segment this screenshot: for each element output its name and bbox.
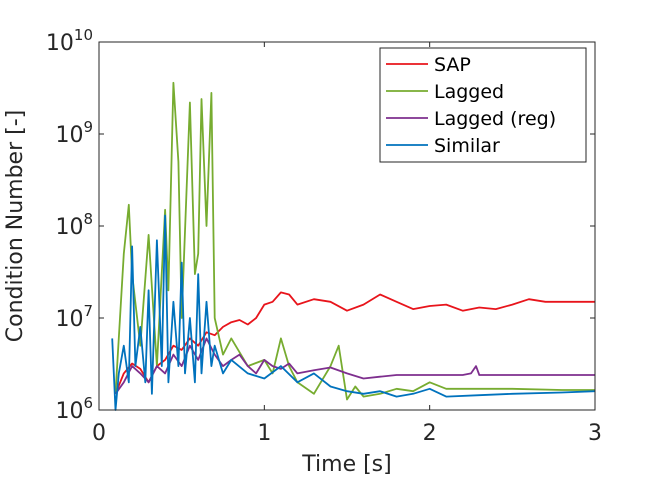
x-tick-label-2: 2 — [423, 421, 437, 446]
x-tick-label-0: 0 — [92, 421, 106, 446]
legend-label-1: Lagged — [434, 81, 504, 103]
legend-label-2: Lagged (reg) — [434, 108, 556, 130]
series-line-1 — [114, 81, 595, 401]
series-line-3 — [111, 214, 596, 411]
x-axis-label: Time [s] — [301, 452, 391, 477]
series-line-2 — [114, 337, 595, 395]
legend-label-0: SAP — [434, 54, 471, 76]
legend-box — [379, 47, 587, 163]
y-tick-label-4: 1010 — [46, 26, 93, 56]
y-tick-label-2: 108 — [55, 210, 93, 240]
y-axis-label: Condition Number [-] — [3, 110, 28, 342]
y-tick-label-3: 109 — [55, 118, 93, 148]
x-tick-label-1: 1 — [257, 421, 271, 446]
tick-layer: 0 1 2 3 106 107 108 109 1010 — [46, 26, 602, 446]
x-tick-label-3: 3 — [588, 421, 602, 446]
y-tick-label-1: 107 — [55, 302, 93, 332]
series-layer — [111, 81, 596, 411]
legend-label-3: Similar — [434, 135, 500, 157]
y-tick-label-0: 106 — [55, 394, 93, 424]
legend: SAP Lagged Lagged (reg) Similar — [379, 47, 587, 163]
